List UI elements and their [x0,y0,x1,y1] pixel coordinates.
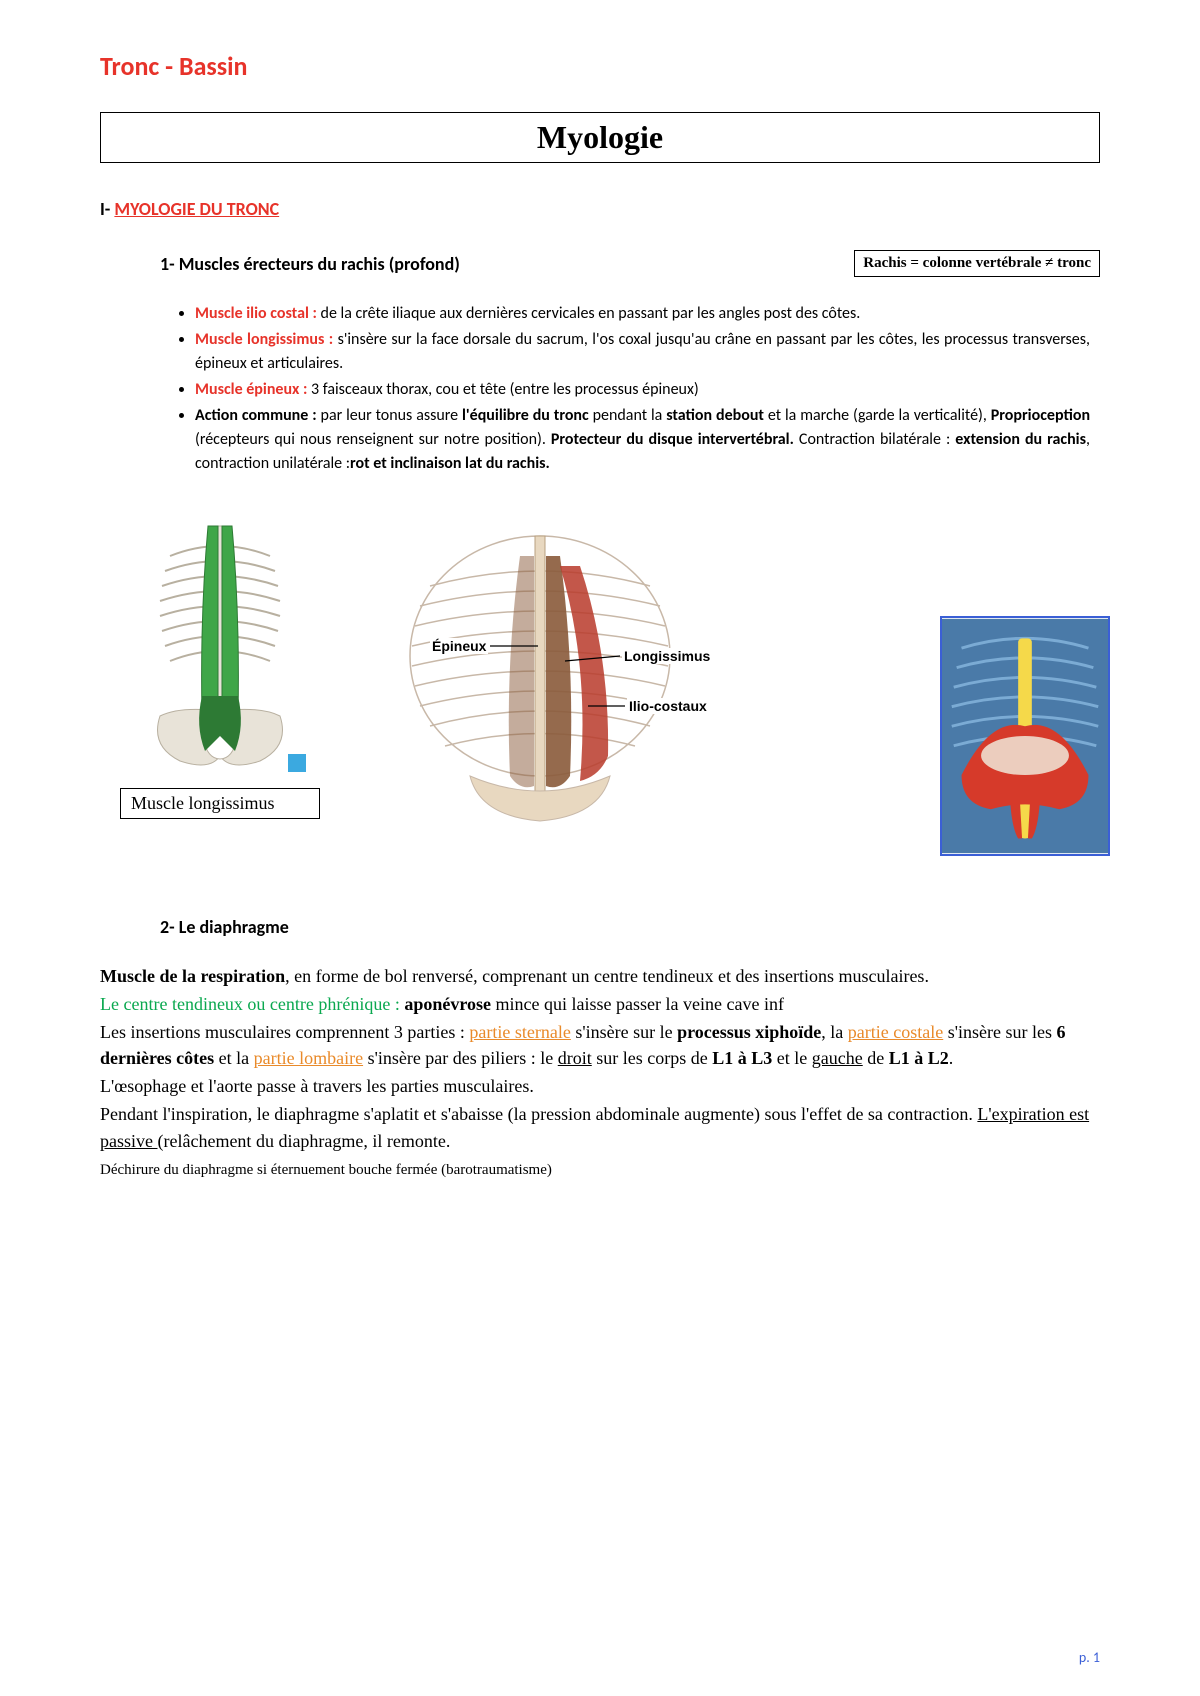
term-desc: de la crête iliaque aux dernières cervic… [321,304,861,323]
list-item: Muscle ilio costal : de la crête iliaque… [195,302,1100,326]
para-oesophage: L'œsophage et l'aorte passe à travers le… [100,1073,1100,1099]
term: Muscle épineux : [195,380,311,399]
figure-1-caption: Muscle longissimus [120,788,320,819]
term-desc: 3 faisceaux thorax, cou et tête (entre l… [311,380,699,399]
term: Muscle ilio costal : [195,304,321,323]
figure-longissimus [130,496,310,776]
para-insertions: Les insertions musculaires comprennent 3… [100,1019,1100,1071]
list-item: Muscle épineux : 3 faisceaux thorax, cou… [195,378,1100,402]
subheading-2: 2- Le diaphragme [160,916,1100,938]
label-iliocostaux: Ilio-costaux [627,698,709,714]
doc-title: Tronc - Bassin [100,50,1100,82]
page-number: p. 1 [1079,1649,1100,1666]
label-epineux: Épineux [430,638,488,654]
bullet-list: Muscle ilio costal : de la crête iliaque… [100,302,1100,476]
figure-1-wrap: Muscle longissimus [120,496,320,819]
para-centre-tendineux: Le centre tendineux ou centre phrénique … [100,991,1100,1017]
section-label: MYOLOGIE DU TRONC [114,198,279,220]
para-respiration: Muscle de la respiration, en forme de bo… [100,963,1100,989]
section-heading-1: I- MYOLOGIE DU TRONC [100,198,1100,220]
note-box-rachis: Rachis = colonne vertébrale ≠ tronc [854,250,1100,277]
subheading-1: 1- Muscles érecteurs du rachis (profond) [160,253,460,275]
figures-row: Muscle longissimus [120,496,1100,876]
term: Action commune : [195,406,321,425]
main-title-box: Myologie [100,112,1100,163]
figure-source-badge [288,754,306,772]
label-longissimus: Longissimus [622,648,712,664]
para-dechirure: Déchirure du diaphragme si éternuement b… [100,1162,1100,1179]
figure-erector-spinae: Épineux Longissimus Ilio-costaux [360,506,720,826]
figure-diaphragm [940,616,1110,856]
list-item: Muscle longissimus : s'insère sur la fac… [195,328,1100,376]
section-prefix: I- [100,198,114,220]
term: Muscle longissimus : [195,330,338,349]
list-item: Action commune : par leur tonus assure l… [195,404,1100,476]
para-inspiration: Pendant l'inspiration, le diaphragme s'a… [100,1101,1100,1153]
